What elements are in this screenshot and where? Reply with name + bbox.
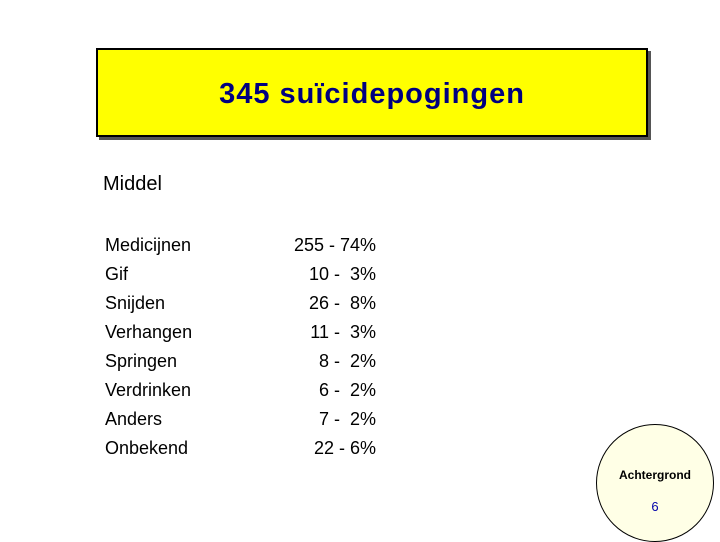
slide-title: 345 suïcidepogingen — [219, 78, 525, 110]
method-label: Onbekend — [105, 438, 189, 458]
section-heading: Middel — [103, 173, 162, 195]
method-label: Verhangen — [105, 322, 193, 342]
method-value: 8 - 2% — [318, 351, 376, 371]
method-label: Springen — [105, 351, 178, 371]
achtergrond-nav-badge[interactable]: Achtergrond 6 — [596, 424, 714, 542]
method-label: Snijden — [105, 293, 166, 313]
page-number: 6 — [651, 499, 659, 514]
method-value: 10 - 3% — [308, 264, 376, 284]
method-values-list: 255 - 74% 10 - 3% 26 - 8% 11 - 3% 8 - 2%… — [260, 231, 376, 463]
method-label: Anders — [105, 409, 163, 429]
badge-label: Achtergrond — [619, 468, 691, 482]
method-label: Medicijnen — [105, 235, 192, 255]
method-label: Gif — [105, 264, 129, 284]
method-value: 11 - 3% — [310, 322, 376, 342]
method-value: 22 - 6% — [313, 438, 376, 458]
method-label: Verdrinken — [105, 380, 192, 400]
method-value: 6 - 2% — [318, 380, 376, 400]
method-labels-list: Medicijnen Gif Snijden Verhangen Springe… — [105, 231, 265, 463]
method-value: 26 - 8% — [308, 293, 376, 313]
method-value: 7 - 2% — [318, 409, 376, 429]
method-value: 255 - 74% — [293, 235, 376, 255]
title-box: 345 suïcidepogingen — [96, 48, 648, 137]
